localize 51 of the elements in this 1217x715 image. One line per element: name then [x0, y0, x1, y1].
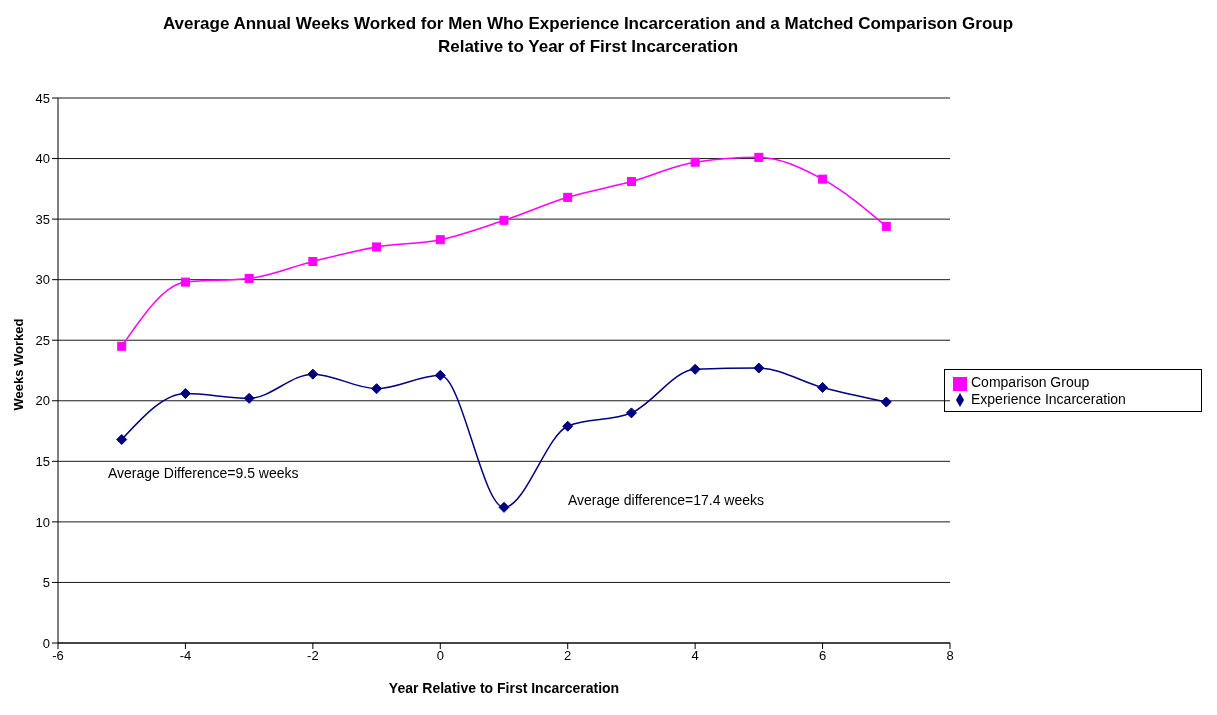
point [434, 369, 446, 381]
annotation: Average difference=17.4 weeks [568, 492, 765, 508]
point [180, 277, 190, 287]
y-tick-label: 40 [35, 151, 50, 167]
x-tick-label: 8 [946, 648, 954, 664]
point [690, 157, 700, 167]
point [243, 392, 255, 404]
point [563, 192, 573, 202]
point [371, 383, 383, 395]
y-tick-label: 30 [35, 272, 50, 288]
point [689, 363, 701, 375]
point [817, 381, 829, 393]
x-tick-label: 2 [564, 648, 572, 664]
x-tick-label: 4 [691, 648, 699, 664]
point [179, 388, 191, 400]
legend-label: Comparison Group [971, 374, 1090, 391]
point [244, 273, 254, 283]
point [498, 501, 510, 513]
point [499, 215, 509, 225]
x-tick-label: 6 [818, 648, 827, 664]
point [818, 174, 828, 184]
y-tick-label: 35 [35, 211, 50, 227]
y-tick-label: 0 [42, 635, 50, 651]
point [116, 434, 128, 446]
x-axis-title: Year Relative to First Incarceration [388, 680, 620, 696]
point [880, 396, 892, 408]
y-tick-label: 10 [35, 514, 50, 530]
x-tick-label: -2 [307, 648, 319, 664]
y-tick-label: 25 [35, 332, 50, 348]
y-tick-label: 45 [35, 90, 50, 106]
point [372, 242, 382, 252]
x-tick-label: -4 [179, 648, 192, 664]
point [307, 368, 319, 380]
point [753, 362, 765, 374]
annotation: Average Difference=9.5 weeks [108, 465, 299, 481]
point [435, 235, 445, 245]
point [754, 152, 764, 162]
point [308, 257, 318, 266]
x-tick-label: -6 [52, 648, 64, 664]
y-tick-label: 5 [42, 575, 50, 591]
chart-title: Average Annual Weeks Worked for Men Who Experience Incarceration and a Matched Comparison Group Relative to Year of First Incarceration [161, 13, 1015, 58]
y-tick-label: 15 [35, 453, 50, 469]
point [625, 407, 637, 419]
x-tick-label: 0 [436, 648, 444, 664]
y-axis-title: Weeks Worked [10, 318, 26, 411]
point [117, 341, 127, 351]
point [626, 177, 636, 187]
point [562, 420, 574, 432]
legend-label: Experience Incarceration [971, 390, 1126, 407]
point [881, 221, 891, 231]
y-tick-label: 20 [35, 393, 50, 409]
